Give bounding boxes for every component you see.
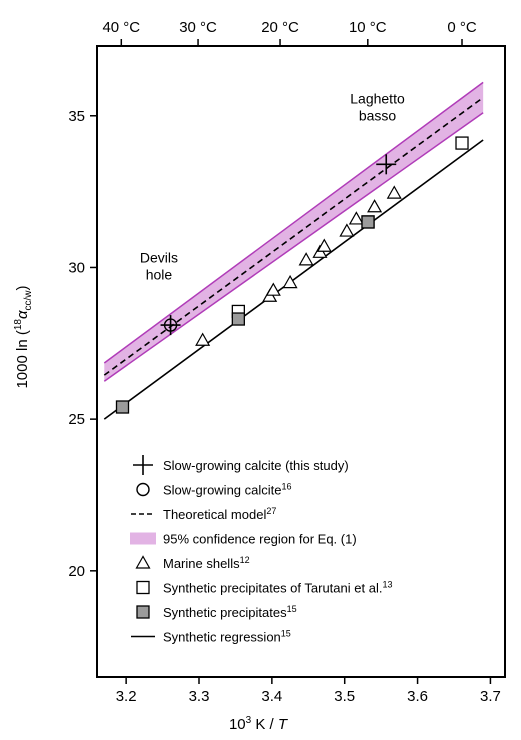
x-label-unit: K / xyxy=(251,716,278,733)
point-triangle-8 xyxy=(348,211,364,225)
x-label-base: 10 xyxy=(229,716,246,733)
y-axis-label: 1000 ln (18αcc/w) xyxy=(13,285,34,388)
legend-item: Synthetic precipitates of Tarutani et al… xyxy=(136,580,392,596)
legend-label: Synthetic precipitates15 xyxy=(163,604,297,620)
top-tick-label: 10 °C xyxy=(349,19,387,36)
confidence-band-upper xyxy=(103,81,484,364)
point-triangle-6 xyxy=(316,238,332,252)
legend-label: Slow-growing calcite (this study) xyxy=(163,458,349,473)
legend-label: Theoretical model27 xyxy=(163,506,276,522)
confidence-region-layer xyxy=(103,81,484,382)
y-label-alpha: α xyxy=(14,310,31,319)
y-tick-label: 35 xyxy=(68,108,85,125)
point-triangle-2 xyxy=(265,282,281,296)
theoretical-model-line xyxy=(103,96,484,376)
point-triangle-10 xyxy=(386,185,402,199)
legend-item: Marine shells12 xyxy=(135,555,250,571)
y-label-subscript: cc/w xyxy=(23,290,34,311)
point-annotation: Devils hole xyxy=(140,250,178,283)
point-square-filled-2 xyxy=(361,215,375,229)
y-label-isotope: 18 xyxy=(13,319,24,331)
point-triangle-9 xyxy=(367,199,383,213)
legend-triangle-symbol xyxy=(135,555,151,569)
annotations-layer: Devils hole Laghetto basso xyxy=(140,90,405,282)
legend-label: Synthetic precipitates of Tarutani et al… xyxy=(163,580,392,596)
legend-square-symbol xyxy=(136,580,150,595)
legend-square-filled-symbol xyxy=(136,605,150,619)
legend-label: Marine shells12 xyxy=(163,555,250,571)
legend-item: Synthetic precipitates15 xyxy=(136,604,297,620)
legend-item: Theoretical model27 xyxy=(131,506,276,522)
x-label-variable: T xyxy=(278,716,289,733)
x-tick-label: 3.7 xyxy=(480,688,501,705)
data-points-layer xyxy=(115,136,469,414)
legend-band-symbol xyxy=(130,532,156,545)
top-tick-label: 30 °C xyxy=(179,19,217,36)
y-tick-label: 30 xyxy=(68,259,85,276)
top-tick-label: 40 °C xyxy=(102,19,140,36)
legend-label: Slow-growing calcite16 xyxy=(163,482,292,498)
point-square-filled-0 xyxy=(115,400,130,414)
y-label-close: ) xyxy=(14,285,31,290)
x-tick-label: 3.6 xyxy=(407,688,428,705)
model-lines-layer xyxy=(103,96,484,420)
point-square-2 xyxy=(455,136,469,150)
confidence-band-fill xyxy=(104,82,484,382)
axes-layer: 3.2 3.3 3.4 3.5 3.6 3.7 20 25 30 35 40 °C 30 °C 20 °… xyxy=(68,19,501,705)
synthetic-regression-line xyxy=(103,139,484,420)
top-tick-label: 0 °C xyxy=(447,19,477,36)
x-tick-label: 3.3 xyxy=(189,688,210,705)
legend-label: 95% confidence region for Eq. (1) xyxy=(163,532,357,547)
legend-circle-symbol xyxy=(136,482,150,497)
legend-item: Slow-growing calcite (this study) xyxy=(133,455,349,475)
x-tick-label: 3.2 xyxy=(116,688,137,705)
legend-item: Slow-growing calcite16 xyxy=(136,482,292,498)
x-axis-label: 103 K / T xyxy=(229,715,289,733)
top-tick-label: 20 °C xyxy=(261,19,299,36)
point-square-filled-1 xyxy=(231,312,245,326)
point-plus-0 xyxy=(160,315,181,336)
point-triangle-0 xyxy=(195,332,211,346)
legend-item: Synthetic regression15 xyxy=(131,629,291,645)
point-annotation: Laghetto basso xyxy=(350,90,405,123)
x-tick-label: 3.5 xyxy=(334,688,355,705)
y-label-main: 1000 ln ( xyxy=(14,330,31,388)
legend-plus-symbol xyxy=(133,455,153,475)
legend-item: 95% confidence region for Eq. (1) xyxy=(130,532,357,547)
y-tick-label: 25 xyxy=(68,411,85,428)
point-triangle-4 xyxy=(298,252,314,266)
y-tick-label: 20 xyxy=(68,563,85,580)
x-label-exponent: 3 xyxy=(246,715,252,726)
legend: Slow-growing calcite (this study) Slow-gr… xyxy=(130,455,392,645)
confidence-band-lower xyxy=(103,112,484,382)
x-tick-label: 3.4 xyxy=(261,688,282,705)
point-triangle-7 xyxy=(339,223,355,237)
point-plus-1 xyxy=(376,154,397,175)
legend-label: Synthetic regression15 xyxy=(163,629,291,645)
plot-frame xyxy=(96,45,506,678)
point-triangle-3 xyxy=(282,274,298,289)
